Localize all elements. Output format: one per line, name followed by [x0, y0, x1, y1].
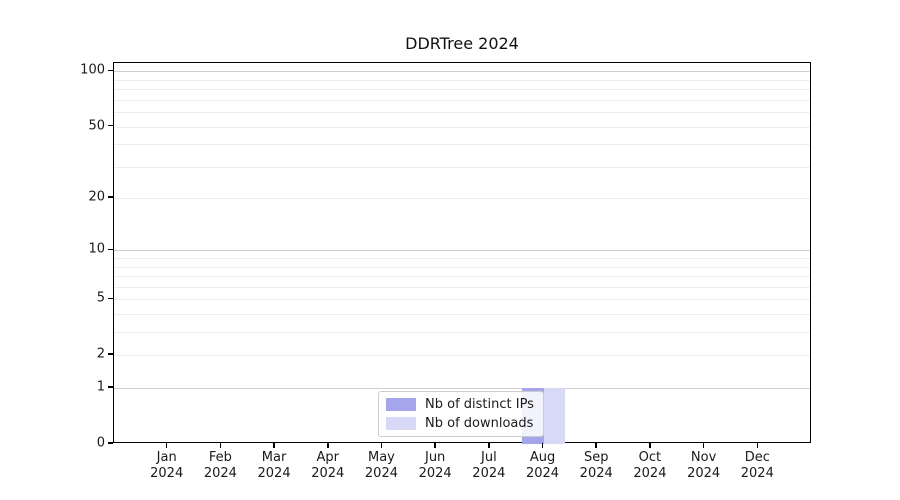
x-tick-mark [326, 443, 329, 448]
legend-label: Nb of downloads [425, 416, 534, 431]
x-tick-mark [219, 443, 222, 448]
y-gridline-minor [114, 144, 810, 146]
x-tick-mark [541, 443, 544, 448]
x-tick-mark [380, 443, 383, 448]
x-tick-mark [595, 443, 598, 448]
y-gridline-minor [114, 79, 810, 81]
x-tick-label: Jan 2024 [150, 450, 184, 481]
x-tick-label: Oct 2024 [633, 450, 667, 481]
legend: Nb of distinct IPs Nb of downloads [378, 391, 544, 437]
y-tick-label: 5 [96, 290, 105, 306]
x-tick-mark [488, 443, 490, 448]
downloads-swatch [386, 417, 416, 430]
y-gridline-minor [114, 276, 810, 278]
x-tick-mark [702, 443, 705, 448]
bar-nb-of-downloads [543, 388, 566, 444]
plot-area [113, 62, 811, 444]
y-gridline-minor [114, 166, 810, 168]
y-gridline-minor [114, 286, 810, 288]
y-gridline-minor [114, 332, 810, 334]
y-tick-mark [108, 69, 113, 72]
y-gridline-major [114, 388, 810, 390]
legend-label: Nb of distinct IPs [425, 397, 534, 412]
chart-title: DDRTree 2024 [405, 34, 519, 53]
y-tick-mark [108, 196, 113, 198]
x-tick-label: Feb 2024 [203, 450, 237, 481]
x-tick-label: Mar 2024 [257, 450, 291, 481]
y-gridline-minor [114, 299, 810, 301]
y-gridline-minor [114, 99, 810, 101]
y-tick-mark [108, 353, 113, 356]
y-gridline-minor [114, 314, 810, 316]
x-tick-label: Aug 2024 [525, 450, 560, 481]
x-tick-label: Jul 2024 [472, 450, 506, 481]
x-tick-label: Jun 2024 [418, 450, 452, 481]
x-tick-mark [434, 443, 436, 448]
y-tick-mark [108, 442, 113, 444]
x-tick-mark [756, 443, 759, 448]
y-tick-mark [108, 248, 113, 251]
y-tick-label: 20 [88, 189, 105, 205]
legend-item-downloads: Nb of downloads [386, 416, 534, 431]
y-tick-mark [108, 386, 113, 388]
y-gridline-minor [114, 126, 810, 128]
y-tick-label: 0 [96, 435, 105, 451]
x-tick-mark [165, 443, 168, 448]
y-tick-label: 1 [96, 379, 105, 395]
y-gridline-minor [114, 355, 810, 357]
x-tick-mark [649, 443, 651, 448]
y-gridline-minor [114, 266, 810, 268]
x-tick-mark [273, 443, 275, 448]
distinct-ips-swatch [386, 398, 416, 411]
y-gridline-minor [114, 112, 810, 114]
x-tick-label: Sep 2024 [579, 450, 613, 481]
y-gridline-major [114, 71, 810, 73]
x-tick-label: Apr 2024 [311, 450, 345, 481]
y-gridline-minor [114, 198, 810, 200]
y-tick-mark [108, 124, 113, 127]
legend-item-distinct-ips: Nb of distinct IPs [386, 397, 534, 412]
x-tick-label: Nov 2024 [687, 450, 721, 481]
y-tick-mark [108, 297, 113, 300]
x-tick-label: May 2024 [364, 450, 398, 481]
y-gridline-major [114, 250, 810, 252]
y-tick-label: 100 [80, 62, 105, 78]
y-gridline-minor [114, 258, 810, 260]
x-tick-label: Dec 2024 [740, 450, 774, 481]
y-tick-label: 50 [88, 118, 105, 134]
y-tick-label: 2 [96, 346, 105, 362]
y-tick-label: 10 [88, 241, 105, 257]
y-gridline-minor [114, 89, 810, 91]
